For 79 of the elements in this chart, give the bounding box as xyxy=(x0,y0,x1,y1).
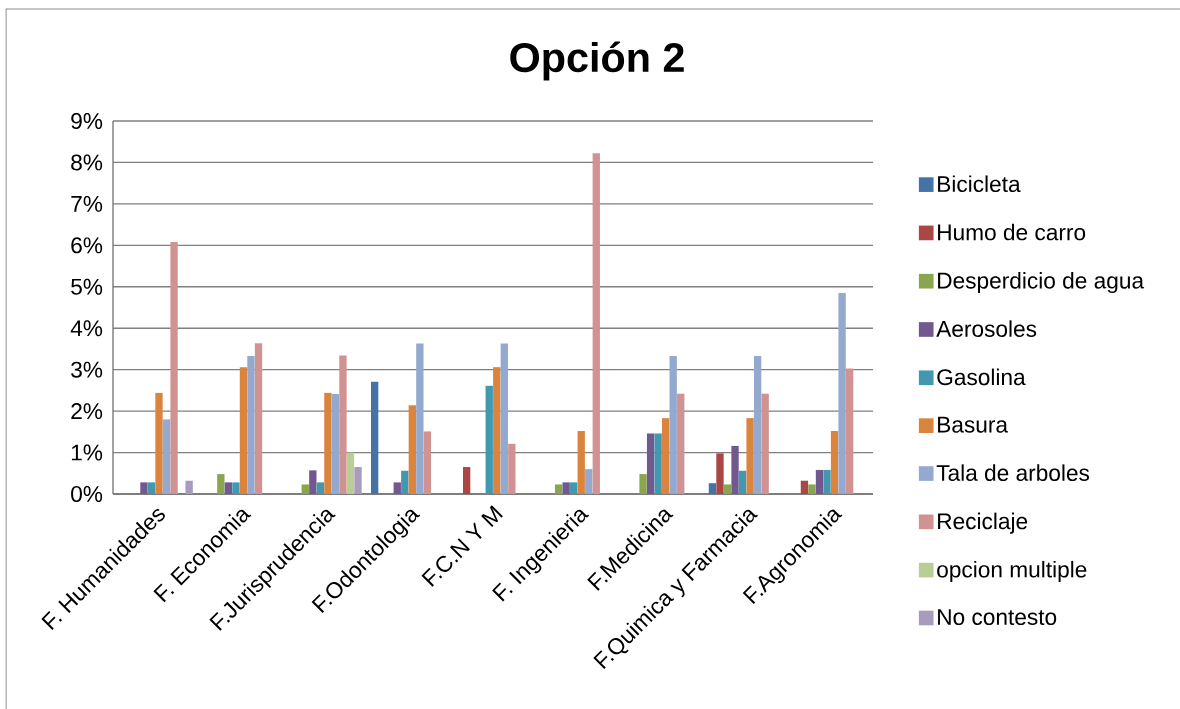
bar xyxy=(731,445,739,494)
bar xyxy=(416,343,424,494)
bar xyxy=(147,482,156,494)
bar xyxy=(462,467,471,494)
bar xyxy=(239,367,248,494)
legend-label: Aerosoles xyxy=(936,320,1037,337)
bar xyxy=(738,470,747,494)
legend-label: Humo de carro xyxy=(938,223,1086,241)
legend-label: Desperdicio de agua xyxy=(938,272,1145,294)
bar xyxy=(570,482,578,494)
bar xyxy=(716,453,724,494)
legend-label: Reciclaje xyxy=(938,512,1028,534)
bar xyxy=(140,482,148,494)
legend-label: opcion multiple xyxy=(937,560,1087,583)
bar xyxy=(723,484,732,494)
bar xyxy=(592,153,600,494)
bar xyxy=(646,433,655,494)
bar xyxy=(753,355,762,494)
y-tick-label: 8% xyxy=(71,154,103,171)
bar xyxy=(354,467,362,494)
legend-label: Tala de arboles xyxy=(936,464,1090,481)
bar xyxy=(371,381,379,494)
bar xyxy=(662,418,670,494)
bar xyxy=(309,470,317,494)
legend-label: No contesto xyxy=(938,609,1057,626)
y-tick-label: 0% xyxy=(71,485,103,503)
bar xyxy=(408,405,416,494)
bar xyxy=(708,483,717,494)
bar xyxy=(170,242,178,494)
bar xyxy=(830,430,839,494)
bar xyxy=(339,355,347,494)
y-tick-label: 7% xyxy=(71,195,103,212)
bar xyxy=(393,482,401,494)
bar xyxy=(485,385,493,494)
bar xyxy=(346,452,355,494)
chart-title: Opción 2 xyxy=(510,41,684,81)
legend-label: Gasolina xyxy=(937,368,1026,386)
bar xyxy=(746,418,754,494)
bar xyxy=(577,430,585,494)
bar xyxy=(162,419,171,494)
bar xyxy=(331,394,340,494)
bar xyxy=(800,480,809,494)
bar xyxy=(823,469,831,494)
bar xyxy=(808,484,816,494)
bar xyxy=(677,393,685,494)
bar xyxy=(562,482,570,494)
bar xyxy=(554,484,563,494)
bar xyxy=(669,355,677,494)
y-tick-label: 9% xyxy=(71,112,103,130)
legend-label: Bicicleta xyxy=(938,175,1021,193)
bar xyxy=(217,474,225,494)
y-tick-label: 1% xyxy=(71,444,103,461)
bar xyxy=(639,474,647,494)
bar xyxy=(423,431,432,494)
y-tick-label: 3% xyxy=(71,361,103,378)
legend-label: Basura xyxy=(938,416,1009,433)
bar xyxy=(845,368,854,494)
bar xyxy=(838,292,846,494)
bar xyxy=(324,392,332,494)
bar xyxy=(155,392,163,494)
y-tick-label: 4% xyxy=(70,320,103,337)
bar xyxy=(508,443,516,494)
y-tick-label: 2% xyxy=(71,403,103,420)
bar xyxy=(316,482,325,494)
bar xyxy=(585,469,593,494)
y-tick-label: 6% xyxy=(71,237,103,254)
bar xyxy=(654,433,662,494)
bar xyxy=(493,367,501,494)
bar xyxy=(500,343,508,494)
bar xyxy=(232,482,240,494)
bar xyxy=(247,355,255,494)
bar xyxy=(401,470,409,494)
bar xyxy=(185,480,193,494)
bar xyxy=(815,469,824,494)
y-tick-label: 5% xyxy=(71,278,103,295)
bar xyxy=(224,482,233,494)
bar xyxy=(761,393,769,494)
bar xyxy=(301,484,309,494)
bar xyxy=(254,343,263,494)
